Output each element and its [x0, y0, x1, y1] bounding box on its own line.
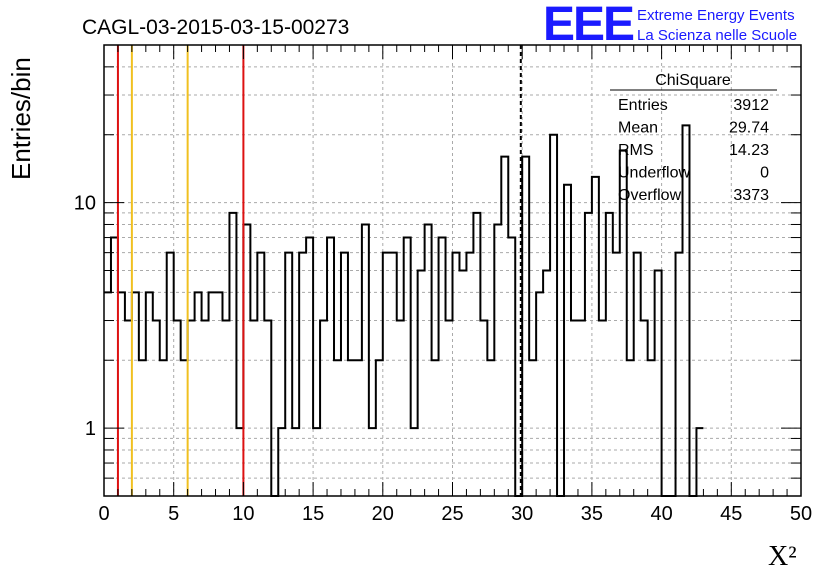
x-tick-label: 0 [98, 503, 109, 525]
plot-frame [103, 44, 802, 497]
stats-row-value: 3373 [733, 187, 769, 204]
bars-layer [104, 124, 704, 497]
stats-row-label: Mean [618, 120, 658, 137]
histogram-outline [104, 124, 704, 497]
y-tick-label: 10 [74, 193, 96, 215]
x-axis-label: X² [768, 541, 797, 572]
logo-line-1: Extreme Energy Events [637, 7, 795, 24]
logo-line-2: La Scienza nelle Scuole [637, 27, 797, 44]
x-tick-label: 35 [581, 503, 603, 525]
x-tick-label: 40 [650, 503, 672, 525]
stats-row-value: 3912 [733, 97, 769, 114]
x-tick-label: 5 [168, 503, 179, 525]
x-tick-label: 45 [720, 503, 742, 525]
stats-row-label: Underflow [618, 165, 690, 182]
stats-rows: Entries 3912 Mean 29.74 RMS 14.23 Underflow 0 Ov… [618, 97, 769, 204]
x-tick-label: 25 [441, 503, 463, 525]
eee-logo: EEE [543, 0, 634, 51]
x-tick-label: 30 [511, 503, 533, 525]
ticks-layer: 0 5 10 15 20 25 30 35 40 45 50 1 10 [74, 44, 812, 525]
stats-row-value: 0 [760, 165, 769, 182]
x-tick-label: 15 [302, 503, 324, 525]
stats-box: ChiSquare Entries 3912 Mean 29.74 RMS 14.23 Un… [610, 72, 777, 204]
stats-row-label: Entries [618, 97, 668, 114]
stats-row-label: RMS [618, 142, 654, 159]
x-tick-label: 20 [372, 503, 394, 525]
stats-row-value: 29.74 [729, 120, 769, 137]
x-tick-label: 50 [790, 503, 812, 525]
x-tick-label: 10 [232, 503, 254, 525]
y-axis-label: Entries/bin [6, 57, 36, 180]
stats-row-label: Overflow [618, 187, 682, 204]
stats-title: ChiSquare [655, 72, 731, 89]
marker-lines-layer [116, 45, 522, 496]
chart-title: CAGL-03-2015-03-15-00273 [82, 16, 349, 39]
y-tick-label: 1 [85, 418, 96, 440]
stats-row-value: 14.23 [729, 142, 769, 159]
